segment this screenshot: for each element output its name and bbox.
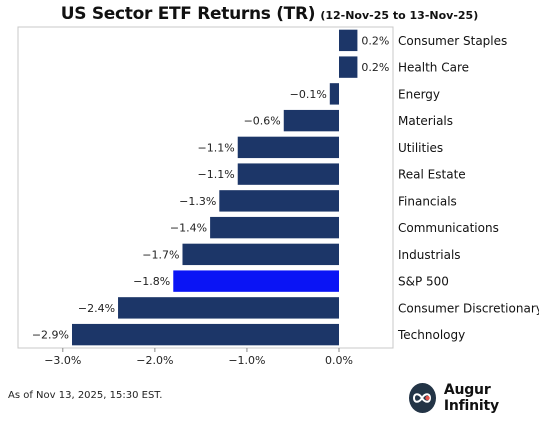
bar-s-p-500 [173,270,339,292]
bar-utilities [237,136,339,159]
value-label: −2.4% [78,302,115,315]
value-label: −1.3% [179,195,216,208]
brand: Augur Infinity [409,382,539,414]
category-label: Energy [398,87,440,101]
category-label: Consumer Discretionary [398,301,539,315]
bar-financials [219,190,339,212]
category-label: Industrials [398,248,461,262]
infinity-icon [409,383,436,413]
value-label: 0.2% [361,61,389,74]
bar-health-care [339,56,358,78]
bar-real-estate [237,163,339,185]
bar-consumer-staples [339,29,358,52]
value-label: −1.1% [198,168,235,181]
category-label: Technology [397,328,465,342]
chart-subtitle: (12-Nov-25 to 13-Nov-25) [320,9,479,22]
category-label: Materials [398,114,453,128]
category-label: Consumer Staples [398,34,507,48]
category-label: Real Estate [398,168,466,182]
bar-technology [72,323,339,346]
value-label: −0.6% [244,115,281,128]
value-label: 0.2% [361,34,389,47]
chart-title: US Sector ETF Returns (TR) [60,4,316,24]
category-label: Communications [398,221,499,235]
bar-communications [210,216,339,239]
x-tick-label: −1.0% [228,354,265,367]
value-label: −1.4% [170,222,207,235]
bar-chart: 0.2% Consumer Staples 0.2% Health Care −0.1%… [17,26,539,367]
value-label: −2.9% [32,329,69,342]
category-label: Financials [398,194,457,208]
chart-title-row: US Sector ETF Returns (TR) (12-Nov-25 to… [0,4,539,24]
x-tick-label: −3.0% [44,354,81,367]
bar-consumer-discretionary [118,297,339,319]
category-label: Health Care [398,61,469,75]
as-of-note: As of Nov 13, 2025, 15:30 EST. [8,390,163,401]
category-label: S&P 500 [398,275,449,289]
bar-materials [283,109,339,132]
plot-frame [17,26,394,349]
x-tick-label: −2.0% [136,354,173,367]
value-label: −1.8% [133,275,170,288]
value-label: −1.7% [142,248,179,261]
brand-name: Augur Infinity [443,382,499,414]
category-label: Utilities [398,141,443,155]
x-tick-label: 0.0% [325,354,353,367]
bar-industrials [182,243,339,266]
value-label: −1.1% [198,141,235,154]
value-label: −0.1% [290,88,327,101]
bar-energy [329,83,339,105]
